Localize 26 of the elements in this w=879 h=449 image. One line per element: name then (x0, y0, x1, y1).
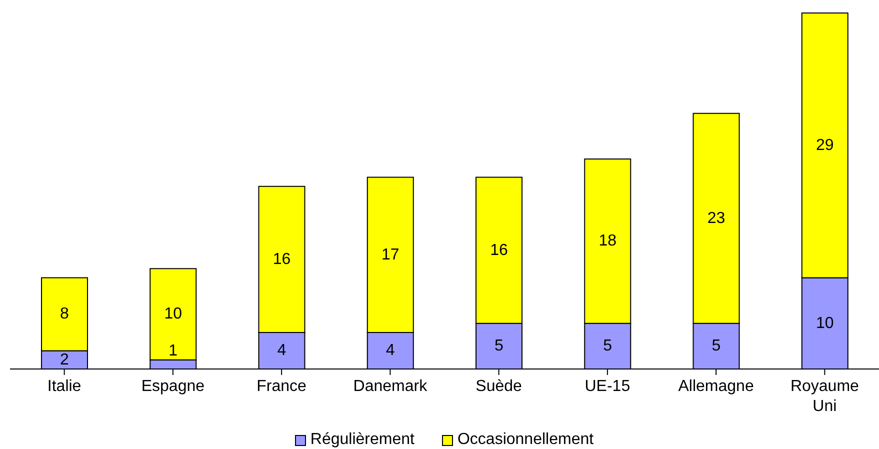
data-label: 10 (816, 314, 834, 332)
data-label: 18 (598, 232, 617, 250)
x-tick-label: Italie (47, 378, 82, 395)
x-tick-label: Royaume Uni (790, 378, 860, 415)
data-label: 8 (60, 306, 70, 323)
x-tick-label: Suède (476, 378, 522, 395)
data-label: 5 (712, 338, 721, 355)
data-label: 23 (707, 210, 726, 227)
data-label: 5 (494, 338, 504, 355)
data-label: 17 (381, 246, 400, 264)
x-tick-label: Allemagne (678, 378, 754, 395)
data-label: 2 (60, 351, 70, 368)
data-label: 16 (490, 242, 508, 259)
x-tick-label: Espagne (141, 378, 205, 395)
legend-label: Occasionnellement (457, 431, 594, 449)
x-tick-label: UE-15 (584, 378, 630, 395)
x-tick-label: Danemark (353, 378, 428, 395)
data-label: 4 (386, 342, 395, 360)
data-label: 1 (168, 342, 178, 360)
x-tick-label: France (256, 378, 307, 395)
data-label: 5 (603, 338, 612, 355)
data-label: 10 (164, 306, 182, 323)
data-label: 4 (277, 342, 286, 360)
data-label: 16 (272, 250, 291, 268)
legend-label: Régulièrement (310, 431, 414, 449)
data-label: 29 (816, 136, 834, 154)
